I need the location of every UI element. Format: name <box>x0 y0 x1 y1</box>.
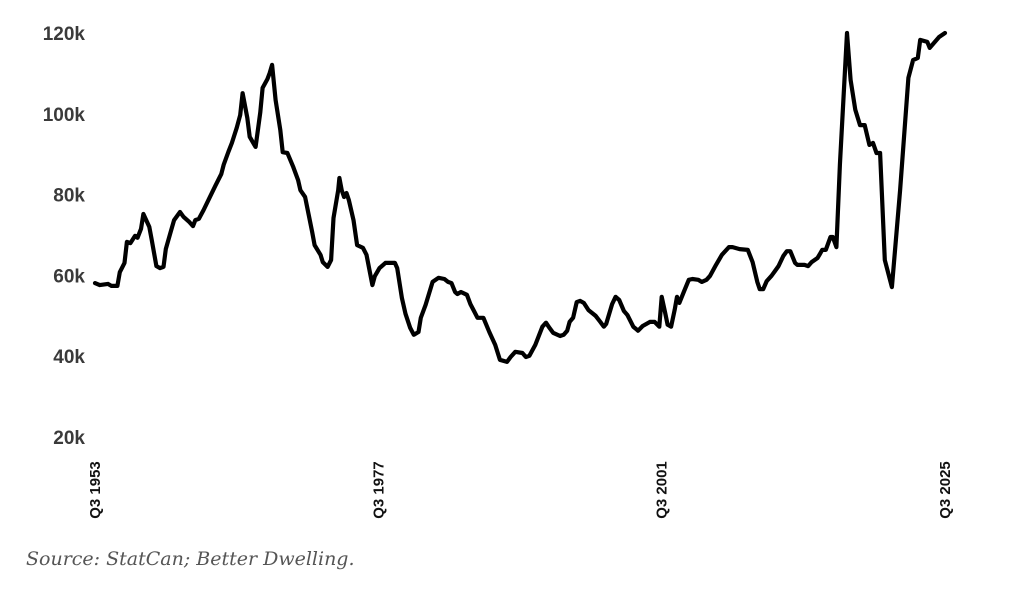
x-tick-label: Q3 2001 <box>654 461 671 519</box>
x-tick-label: Q3 1953 <box>87 461 104 519</box>
y-tick-label: 80k <box>53 186 85 207</box>
y-tick-label: 40k <box>53 347 85 368</box>
x-tick-label: Q3 1977 <box>370 461 387 519</box>
y-axis-ticks: 120k 100k 80k 60k 40k 20k <box>43 24 86 449</box>
series-line <box>92 30 948 364</box>
x-axis-ticks: Q3 1953 Q3 1977 Q3 2001 Q3 2025 <box>87 461 954 519</box>
y-tick-label: 120k <box>43 24 86 45</box>
source-note: Source: StatCan; Better Dwelling. <box>26 548 355 570</box>
y-tick-label: 100k <box>43 105 86 126</box>
y-tick-label: 20k <box>53 428 85 449</box>
x-tick-label: Q3 2025 <box>937 461 954 519</box>
y-tick-label: 60k <box>53 266 85 287</box>
